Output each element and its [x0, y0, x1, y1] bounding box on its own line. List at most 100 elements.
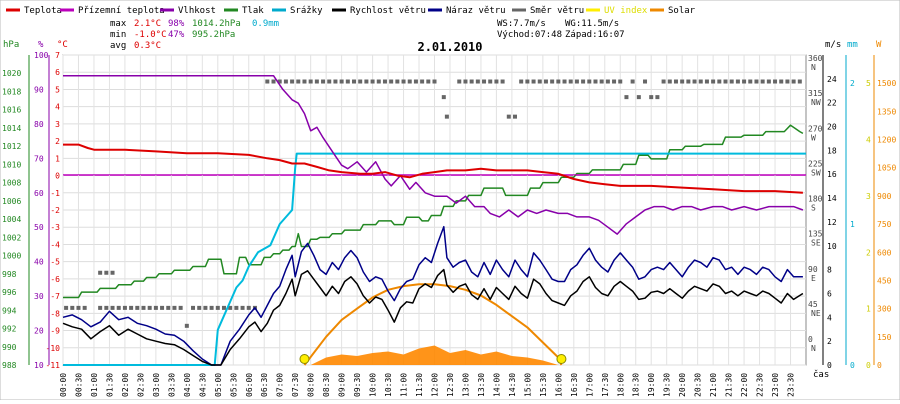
wind-direction-dot — [667, 79, 672, 84]
wind-direction-dot — [147, 305, 152, 310]
wind-direction-dot — [543, 79, 548, 84]
x-tick-label: 02:00 — [121, 373, 130, 397]
solar-tick: 450 — [877, 276, 892, 285]
stats-min-press: 995.2hPa — [192, 30, 235, 40]
legend-label-naraz: Náraz větru — [446, 6, 506, 16]
wind-direction-dot — [389, 79, 394, 84]
direction-tick: 315 — [808, 89, 823, 98]
wind-direction-dot — [395, 79, 400, 84]
solar-tick: 150 — [877, 333, 892, 342]
temperature-tick: 2 — [55, 137, 60, 146]
wind-direction-dot — [797, 79, 802, 84]
direction-tick-compass: NW — [811, 98, 821, 107]
wind-direction-dot — [178, 305, 183, 310]
wind-direction-dot — [742, 79, 747, 84]
humidity-tick: 90 — [34, 85, 44, 94]
wind-direction-dot — [704, 79, 709, 84]
legend-label-solar: Solar — [668, 6, 696, 16]
direction-tick-compass: NE — [811, 309, 821, 318]
stats-block: max 2.1°C 98% 1014.2hPa 0.9mm min -1.0°C… — [110, 19, 625, 51]
wind-direction-dot — [308, 79, 313, 84]
wind-tick: 18 — [827, 146, 837, 155]
x-tick-label: 08:30 — [322, 373, 331, 397]
wind-direction-dot — [302, 79, 307, 84]
wind-direction-dot — [110, 305, 115, 310]
x-tick-label: 08:00 — [307, 373, 316, 397]
x-tick-label: 13:00 — [461, 373, 470, 397]
wind-tick: 8 — [827, 266, 832, 275]
wind-direction-dot — [345, 79, 350, 84]
wind-direction-dot — [116, 305, 121, 310]
pressure-tick: 1004 — [2, 215, 21, 224]
temperature-unit: °C — [57, 40, 68, 50]
wind-tick: 22 — [827, 99, 837, 108]
stats-max-press: 1014.2hPa — [192, 19, 241, 29]
wind-direction-dot — [141, 305, 146, 310]
plot-area — [62, 74, 806, 366]
wind-direction-dot — [153, 305, 158, 310]
solar-tick: 300 — [877, 305, 892, 314]
temperature-tick: -10 — [46, 344, 61, 353]
stats-wind-gust: WG:11.5m/s — [565, 19, 619, 29]
direction-tick-compass: SE — [811, 239, 821, 248]
stats-rain-total: 0.9mm — [252, 19, 279, 29]
x-tick-label: 19:30 — [663, 373, 672, 397]
wind-direction-dot — [519, 79, 524, 84]
wind-direction-dot — [432, 79, 437, 84]
wind-direction-dot — [785, 79, 790, 84]
wind-direction-dot — [197, 305, 202, 310]
wind-direction-dot — [475, 79, 480, 84]
wind-direction-dot — [110, 270, 115, 275]
humidity-tick: 70 — [34, 154, 44, 163]
wind-direction-dot — [401, 79, 406, 84]
wind-direction-dot — [203, 305, 208, 310]
wind-tick: 2 — [827, 337, 832, 346]
wind-direction-dot — [64, 305, 69, 310]
wind-direction-dot — [593, 79, 598, 84]
x-tick-label: 12:30 — [446, 373, 455, 397]
stats-max-label: max — [110, 19, 127, 29]
x-tick-label: 14:00 — [492, 373, 501, 397]
wind-direction-dot — [711, 79, 716, 84]
wind-direction-dot — [221, 305, 226, 310]
x-tick-label: 04:30 — [198, 373, 207, 397]
wind-direction-dot — [191, 305, 196, 310]
wind-direction-dot — [748, 79, 753, 84]
wind-direction-dot — [779, 79, 784, 84]
legend-label-vlhkost: Vlhkost — [178, 6, 216, 16]
x-tick-label: 00:00 — [59, 373, 68, 397]
wind-direction-dot — [370, 79, 375, 84]
wind-tick: 24 — [827, 75, 837, 84]
x-tick-label: 21:00 — [709, 373, 718, 397]
wind-direction-dot — [686, 79, 691, 84]
rain-unit: mm — [847, 40, 858, 50]
wind-direction-dot — [754, 79, 759, 84]
direction-tick: 180 — [808, 195, 823, 204]
humidity-tick: 80 — [34, 120, 44, 129]
solar-tick: 1200 — [877, 136, 896, 145]
wind-direction-dot — [122, 305, 127, 310]
wind-direction-dot — [271, 79, 276, 84]
temperature-tick: -1 — [50, 189, 60, 198]
wind-gust-line — [62, 225, 803, 366]
direction-tick: 270 — [808, 124, 823, 133]
uv-tick: 5 — [866, 79, 871, 88]
wind-direction-dot — [649, 95, 654, 100]
x-tick-label: 06:00 — [245, 373, 254, 397]
x-tick-label: 07:00 — [276, 373, 285, 397]
wind-direction-dot — [506, 114, 511, 119]
temperature-tick: -2 — [50, 206, 60, 215]
wind-tick: 4 — [827, 313, 832, 322]
direction-tick: 360 — [808, 54, 823, 63]
stats-wind-speed: WS:7.7m/s — [497, 19, 546, 29]
wind-direction-dot — [166, 305, 171, 310]
wind-direction-dot — [98, 305, 103, 310]
wind-direction-dot — [735, 79, 740, 84]
direction-tick-compass: N — [811, 344, 816, 353]
wind-unit: m/s — [825, 40, 841, 50]
x-tick-label: 18:00 — [616, 373, 625, 397]
temperature-tick: 3 — [55, 120, 60, 129]
x-tick-label: 20:30 — [694, 373, 703, 397]
wind-direction-dot — [636, 95, 641, 100]
wind-direction-dot — [537, 79, 542, 84]
